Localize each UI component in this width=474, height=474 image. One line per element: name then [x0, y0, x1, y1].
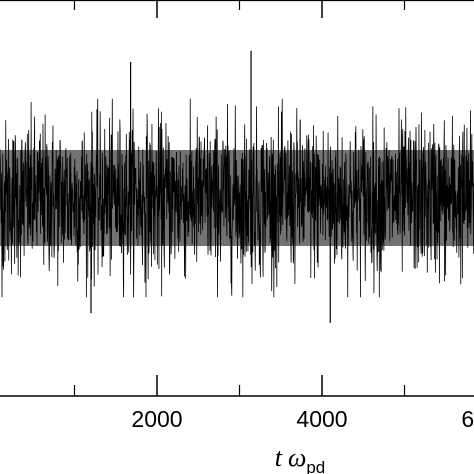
- x-tick-labels: 2000 4000 6000: [131, 406, 474, 432]
- x-axis-label-omega: ω: [288, 443, 306, 472]
- x-tick-label-2000: 2000: [131, 406, 182, 432]
- x-axis-ticks: [73, 0, 406, 396]
- signal-series: [0, 50, 474, 323]
- x-axis-label-t: t: [275, 443, 283, 472]
- plot-frame: [0, 0, 474, 397]
- x-axis-label-subscript: pd: [306, 458, 325, 474]
- signal-core-band: [0, 150, 474, 246]
- x-axis-label: t ωpd: [275, 443, 326, 474]
- x-tick-label-4000: 4000: [296, 406, 347, 432]
- x-tick-label-6000: 6000: [461, 406, 474, 432]
